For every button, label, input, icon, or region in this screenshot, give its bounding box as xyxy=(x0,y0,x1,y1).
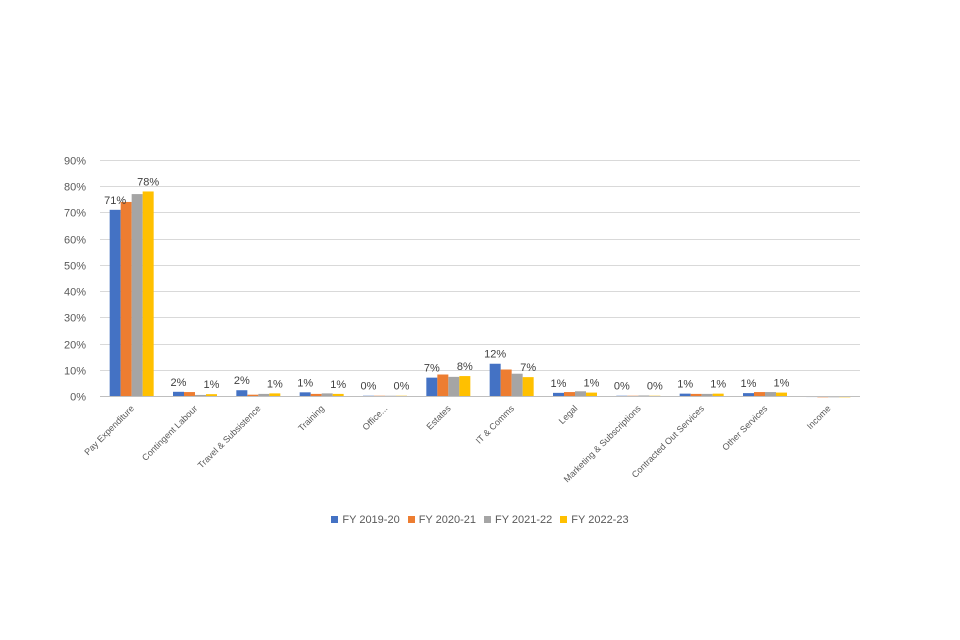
data-label: 1% xyxy=(330,379,346,391)
bar xyxy=(638,395,650,397)
bar xyxy=(489,363,501,396)
bar xyxy=(142,191,154,396)
x-tick-label: Office... xyxy=(361,403,390,432)
y-tick-label: 90% xyxy=(64,156,86,168)
data-label: 7% xyxy=(424,363,440,375)
data-label: 1% xyxy=(297,377,313,389)
legend-label: FY 2022-23 xyxy=(571,514,629,526)
legend: FY 2019-20 FY 2020-21 FY 2021-22 FY 2022-23 xyxy=(0,514,960,526)
bar xyxy=(765,392,776,396)
x-tick-label: Travel & Subsistence xyxy=(196,403,263,470)
bar xyxy=(712,393,724,396)
bar xyxy=(426,377,438,396)
y-tick-label: 0% xyxy=(70,392,86,404)
bar xyxy=(511,373,523,396)
legend-item: FY 2020-21 xyxy=(407,514,476,526)
legend-swatch xyxy=(331,516,339,523)
bar xyxy=(448,376,460,396)
bar xyxy=(173,391,184,396)
bar xyxy=(236,390,248,396)
data-label: 2% xyxy=(234,375,250,387)
data-label: 78% xyxy=(137,176,159,188)
legend-label: FY 2021-22 xyxy=(495,514,553,526)
bar xyxy=(776,392,787,396)
bar xyxy=(690,393,702,396)
data-label: 7% xyxy=(520,362,536,374)
bar xyxy=(321,393,333,396)
bar xyxy=(195,394,206,396)
y-tick-label: 50% xyxy=(64,261,86,273)
y-tick-label: 40% xyxy=(64,287,86,299)
data-labels: 71% 78% 2% 1% 2% 1% 1% 1% 0% 0% 7% 8% 12% 7% 1% 1% 0% 0% 1… xyxy=(104,176,790,392)
bar xyxy=(743,393,754,396)
x-tick-label: Contracted Out Services xyxy=(630,403,707,480)
x-tick-label: Training xyxy=(296,403,326,433)
y-tick-label: 70% xyxy=(64,208,86,220)
bar xyxy=(258,393,270,396)
bar xyxy=(437,374,449,396)
y-tick-label: 10% xyxy=(64,366,86,378)
bar xyxy=(701,393,713,396)
legend-swatch xyxy=(407,516,415,523)
y-tick-label: 60% xyxy=(64,235,86,247)
x-tick-label: Legal xyxy=(557,403,580,426)
bar xyxy=(206,394,217,396)
bar xyxy=(310,393,322,396)
legend-label: FY 2020-21 xyxy=(418,514,476,526)
bars xyxy=(109,191,851,398)
data-label: 71% xyxy=(104,195,126,207)
x-tick-label: Pay Expenditure xyxy=(82,403,136,457)
y-tick-label: 20% xyxy=(64,340,86,352)
legend-item: FY 2021-22 xyxy=(484,514,552,526)
data-label: 1% xyxy=(741,378,757,390)
data-label: 0% xyxy=(394,381,410,393)
gridlines xyxy=(100,160,860,371)
bar xyxy=(247,394,259,396)
data-label: 1% xyxy=(677,379,693,391)
bar xyxy=(109,209,121,396)
y-tick-label: 80% xyxy=(64,182,86,194)
legend-swatch xyxy=(484,516,491,523)
bar xyxy=(522,377,534,396)
x-tick-label: IT & Comms xyxy=(474,403,517,446)
x-tick-label: Other Services xyxy=(720,403,770,453)
y-tick-label: 30% xyxy=(64,313,86,325)
bar xyxy=(184,392,195,396)
legend-item: FY 2022-23 xyxy=(560,514,629,526)
bar xyxy=(269,393,281,396)
bar xyxy=(575,391,586,396)
data-label: 2% xyxy=(171,377,187,389)
legend-label: FY 2019-20 xyxy=(342,514,400,526)
data-label: 8% xyxy=(457,361,473,373)
bar xyxy=(500,369,512,396)
data-label: 1% xyxy=(774,378,790,390)
bar xyxy=(586,392,597,396)
x-tick-label: Income xyxy=(805,403,833,431)
legend-item: FY 2019-20 xyxy=(331,514,400,526)
y-axis-ticks: 0% 10% 20% 30% 40% 50% 60% 70% 80% 90% xyxy=(64,156,86,404)
data-label: 1% xyxy=(267,378,283,390)
data-label: 1% xyxy=(584,378,600,390)
bar xyxy=(679,393,691,396)
data-label: 0% xyxy=(647,381,663,393)
bar xyxy=(131,194,143,396)
data-label: 1% xyxy=(204,379,220,391)
bar xyxy=(564,392,575,396)
legend-swatch xyxy=(560,516,568,523)
x-tick-label: Contingent Labour xyxy=(140,403,199,462)
data-label: 1% xyxy=(551,378,567,390)
x-tick-label: Estates xyxy=(424,403,453,432)
data-label: 0% xyxy=(361,381,377,393)
data-label: 1% xyxy=(710,379,726,391)
data-label: 12% xyxy=(484,349,506,361)
bar xyxy=(754,392,765,396)
bar xyxy=(553,392,564,396)
bar xyxy=(120,201,132,396)
bar xyxy=(332,393,344,396)
bar xyxy=(299,392,311,396)
bar xyxy=(459,376,471,396)
data-label: 0% xyxy=(614,381,630,393)
